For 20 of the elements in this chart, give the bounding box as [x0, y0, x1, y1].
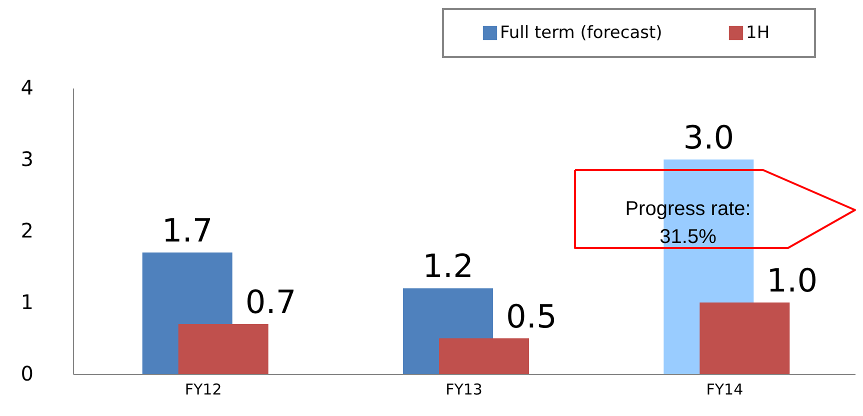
y-tick-label: 3	[20, 147, 34, 171]
data-label: 1.0	[766, 262, 818, 300]
bar	[178, 324, 268, 374]
y-tick-label: 2	[20, 218, 34, 242]
legend-label: 1H	[746, 23, 770, 43]
bar	[700, 302, 790, 374]
data-label: 1.7	[162, 211, 213, 250]
data-label: 1.2	[422, 247, 474, 286]
data-label: 0.7	[245, 282, 296, 321]
y-tick-label: 4	[20, 76, 34, 100]
y-tick-label: 1	[20, 290, 34, 314]
bar	[439, 338, 529, 374]
annotation: Progress rate: 31.5%	[625, 198, 751, 248]
data-label: 0.5	[506, 297, 557, 336]
x-tick-label: FY12	[184, 380, 222, 398]
x-tick-label: FY14	[706, 380, 744, 398]
y-tick-label: 0	[20, 362, 34, 386]
legend-label: Full term (forecast)	[500, 23, 662, 43]
data-label: 3.0	[683, 118, 734, 156]
x-tick-label: FY13	[446, 380, 482, 398]
